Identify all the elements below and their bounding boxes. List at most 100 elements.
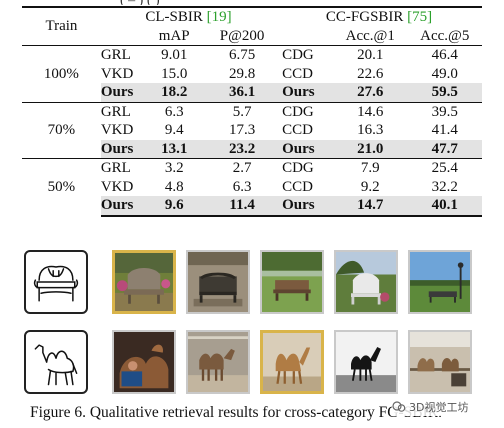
figure-caption: Figure 6. Qualitative retrieval results …	[30, 404, 442, 421]
result-camel-4	[334, 330, 398, 394]
value-cell: 47.7	[407, 139, 482, 159]
method-cell: Ours	[100, 139, 141, 159]
bench-photo-2-icon	[188, 252, 248, 312]
value-cell: 46.4	[407, 45, 482, 65]
method-cell: Ours	[276, 83, 333, 102]
value-cell: 14.7	[333, 196, 408, 217]
method-cell: CDG	[276, 101, 333, 121]
col-acc5: Acc.@5	[420, 27, 470, 44]
col-acc1: Acc.@1	[345, 27, 395, 44]
result-bench-4	[334, 250, 398, 314]
value-cell: 17.3	[228, 122, 256, 138]
value-cell: 59.5	[407, 83, 482, 102]
result-bench-2	[186, 250, 250, 314]
value-cell: 5.7	[208, 101, 277, 121]
header-row-2: mAP P@200 Acc.@1 Acc.@5	[22, 27, 482, 46]
bench-sketch-icon	[33, 265, 79, 302]
train-header: Train	[22, 6, 101, 46]
watermark-text: 3D视觉工坊	[409, 401, 469, 414]
method-cell: CDG	[276, 158, 333, 178]
col-p200: P@200	[219, 27, 265, 44]
camel-photo-4-icon	[336, 332, 396, 392]
bench-photo-4-icon	[336, 252, 396, 312]
table-row: 70% GRL 6.3 5.7 CDG 14.6 39.5	[22, 101, 482, 159]
camel-sketch-icon	[34, 344, 78, 386]
chat-bubble-icon	[392, 401, 406, 412]
method-cell: GRL	[100, 101, 141, 121]
train-percent: 50%	[22, 158, 101, 216]
value-cell: 27.6	[333, 83, 408, 102]
cl-sbir-cite: [19]	[206, 9, 232, 25]
method-cell: VKD	[100, 65, 134, 82]
col-map: mAP	[158, 27, 190, 44]
table-row: 100% GRL 9.01 6.75 CDG 20.1 46.4	[22, 45, 482, 102]
bench-photo-1-icon	[115, 253, 173, 311]
watermark: 3D视觉工坊	[392, 398, 500, 416]
value-cell: 18.2	[140, 83, 209, 102]
value-cell: 22.6	[357, 65, 384, 82]
value-cell: 39.5	[407, 101, 482, 121]
value-cell: 40.1	[407, 196, 482, 217]
camel-photo-2-icon	[188, 332, 248, 392]
method-cell: CCD	[282, 122, 313, 138]
camel-photo-3-icon	[263, 333, 321, 391]
bench-photo-3-icon	[262, 252, 322, 312]
value-cell: 36.1	[208, 83, 277, 102]
table-row: VKD 15.0 29.8 CCD 22.6 49.0	[22, 65, 482, 84]
value-cell: 9.4	[164, 122, 184, 138]
value-cell: 7.9	[333, 158, 408, 178]
table-row: Ours 18.2 36.1 Ours 27.6 59.5	[22, 83, 482, 102]
value-cell: 49.0	[431, 65, 458, 82]
cc-fgsbir-cite: [75]	[407, 9, 433, 25]
result-bench-1	[112, 250, 176, 314]
table-row: VKD 4.8 6.3 CCD 9.2 32.2	[22, 178, 482, 197]
method-cell: GRL	[100, 45, 141, 65]
method-cell: GRL	[100, 158, 141, 178]
train-percent: 100%	[22, 45, 101, 102]
value-cell: 41.4	[431, 122, 458, 138]
value-cell: 6.3	[140, 101, 209, 121]
method-cell: CDG	[276, 45, 333, 65]
cc-fgsbir-title: CC-FGSBIR	[325, 9, 404, 25]
value-cell: 32.2	[431, 178, 458, 195]
sketch-bench-thumbnail	[24, 250, 88, 314]
camel-photo-1-icon	[114, 332, 174, 392]
cl-sbir-header: CL-SBIR [19]	[100, 6, 277, 27]
header-row-1: Train CL-SBIR [19] CC-FGSBIR [75]	[22, 6, 482, 46]
results-table: Train CL-SBIR [19] CC-FGSBIR [75] mAP P@…	[22, 6, 482, 217]
cc-fgsbir-header: CC-FGSBIR [75]	[276, 6, 482, 27]
value-cell: 6.3	[232, 178, 252, 195]
value-cell: 9.01	[140, 45, 209, 65]
value-cell: 11.4	[208, 196, 277, 217]
value-cell: 13.1	[140, 139, 209, 159]
bench-photo-5-icon	[410, 252, 470, 312]
value-cell: 23.2	[208, 139, 277, 159]
value-cell: 25.4	[407, 158, 482, 178]
result-camel-5	[408, 330, 472, 394]
train-percent: 70%	[22, 101, 101, 159]
result-camel-2	[186, 330, 250, 394]
value-cell: 2.7	[208, 158, 277, 178]
value-cell: 9.6	[140, 196, 209, 217]
value-cell: 20.1	[333, 45, 408, 65]
table-row: Ours 9.6 11.4 Ours 14.7 40.1	[22, 196, 482, 217]
result-camel-3	[260, 330, 324, 394]
table-row: Ours 13.1 23.2 Ours 21.0 47.7	[22, 139, 482, 159]
result-bench-3	[260, 250, 324, 314]
method-cell: VKD	[100, 122, 134, 138]
method-cell: CCD	[282, 65, 313, 82]
cl-sbir-title: CL-SBIR	[145, 9, 203, 25]
method-cell: Ours	[100, 83, 141, 102]
value-cell: 29.8	[228, 65, 256, 82]
method-cell: VKD	[100, 178, 134, 195]
value-cell: 4.8	[164, 178, 184, 195]
method-cell: CCD	[282, 178, 313, 195]
table-row: VKD 9.4 17.3 CCD 16.3 41.4	[22, 121, 482, 140]
value-cell: 9.2	[360, 178, 380, 195]
table-row: 50% GRL 3.2 2.7 CDG 7.9 25.4	[22, 158, 482, 216]
value-cell: 21.0	[333, 139, 408, 159]
method-cell: Ours	[276, 139, 333, 159]
value-cell: 16.3	[357, 122, 384, 138]
camel-photo-5-icon	[410, 332, 470, 392]
sketch-camel-thumbnail	[24, 330, 88, 394]
